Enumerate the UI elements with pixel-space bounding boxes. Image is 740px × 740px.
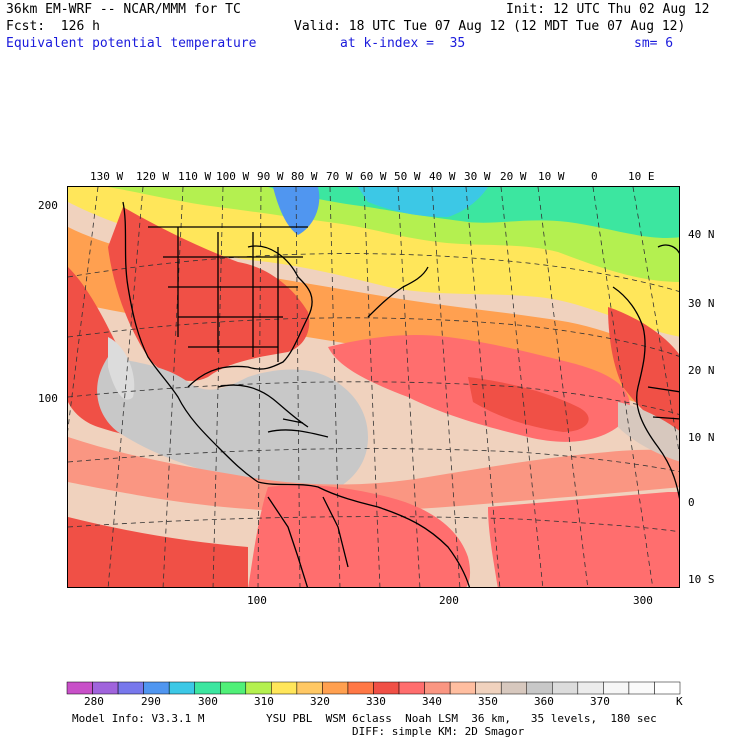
- colorbar: [66, 681, 681, 695]
- grid-x-label: 300: [633, 594, 653, 607]
- colorbar-swatch: [117, 681, 144, 695]
- colorbar-label: 320: [310, 695, 330, 708]
- colorbar-swatch: [577, 681, 604, 695]
- field-south-america: [248, 485, 471, 587]
- colorbar-label: 330: [366, 695, 386, 708]
- colorbar-label: 350: [478, 695, 498, 708]
- lon-label: 70 W: [326, 170, 353, 183]
- grid-y-label: 100: [38, 392, 58, 405]
- grid-x-label: 200: [439, 594, 459, 607]
- graticule: [68, 187, 679, 587]
- level-info: at k-index = 35: [340, 36, 466, 51]
- lon-label: 0: [591, 170, 598, 183]
- field-land-red: [108, 207, 310, 381]
- header-valid-time: Valid: 18 UTC Tue 07 Aug 12 (12 MDT Tue …: [294, 19, 686, 34]
- header-forecast-hour: Fcst: 126 h: [6, 19, 100, 34]
- lon-label: 60 W: [360, 170, 387, 183]
- physics-info: YSU PBL WSM 6class Noah LSM 36 km, 35 le…: [266, 712, 657, 725]
- colorbar-swatch: [322, 681, 349, 695]
- lat-label: 0: [688, 496, 695, 509]
- colorbar-swatch: [424, 681, 451, 695]
- field-mexico-grey: [108, 337, 135, 400]
- field-tropics-grey: [97, 357, 368, 498]
- header-line1-left: 36km EM-WRF -- NCAR/MMM for TC: [6, 2, 241, 17]
- colorbar-label: 310: [254, 695, 274, 708]
- lat-label: 10 S: [688, 573, 715, 586]
- field-south-band: [68, 517, 248, 587]
- field-title: Equivalent potential temperature: [6, 36, 257, 51]
- field-tropical-band: [68, 437, 679, 512]
- header-init-time: Init: 12 UTC Thu 02 Aug 12: [506, 2, 710, 17]
- colorbar-label: 370: [590, 695, 610, 708]
- lat-label: 30 N: [688, 297, 715, 310]
- colorbar-swatch: [296, 681, 323, 695]
- lon-label: 10 E: [628, 170, 655, 183]
- colorbar-swatch: [552, 681, 579, 695]
- colorbar-swatch: [220, 681, 247, 695]
- colorbar-swatch: [373, 681, 400, 695]
- colorbar-swatch: [628, 681, 655, 695]
- lon-label: 80 W: [291, 170, 318, 183]
- lon-label: 40 W: [429, 170, 456, 183]
- lat-label: 10 N: [688, 431, 715, 444]
- lon-label: 120 W: [136, 170, 170, 183]
- lon-label: 10 W: [538, 170, 565, 183]
- theta-e-map: [67, 186, 680, 588]
- colorbar-swatch: [449, 681, 476, 695]
- colorbar-swatch: [603, 681, 630, 695]
- colorbar-label: 340: [422, 695, 442, 708]
- colorbar-swatch: [66, 681, 93, 695]
- map-canvas: [68, 187, 679, 587]
- field-band-blue: [273, 187, 320, 235]
- field-atlantic-deep-red: [468, 377, 589, 432]
- colorbar-swatch: [92, 681, 119, 695]
- diffusion-info: DIFF: simple KM: 2D Smagor: [352, 725, 525, 738]
- lon-label: 110 W: [178, 170, 212, 183]
- colorbar-swatch: [654, 681, 681, 695]
- colorbar-label: 360: [534, 695, 554, 708]
- model-info: Model Info: V3.3.1 M: [72, 712, 205, 725]
- lon-label: 20 W: [500, 170, 527, 183]
- field-coast-red: [68, 267, 178, 439]
- lon-label: 30 W: [464, 170, 491, 183]
- coastlines: [122, 201, 679, 587]
- colorbar-swatch: [194, 681, 221, 695]
- colorbar-swatch: [168, 681, 195, 695]
- colorbar-swatch: [347, 681, 374, 695]
- colorbar-label: 300: [198, 695, 218, 708]
- field-africa-red: [608, 307, 679, 437]
- lon-label: 50 W: [394, 170, 421, 183]
- field-south-atlantic: [488, 492, 679, 587]
- colorbar-swatch: [143, 681, 170, 695]
- colorbar-swatch: [271, 681, 298, 695]
- colorbar-label: 290: [141, 695, 161, 708]
- lon-label: 100 W: [216, 170, 250, 183]
- grid-y-label: 200: [38, 199, 58, 212]
- lat-label: 40 N: [688, 228, 715, 241]
- colorbar-swatch: [475, 681, 502, 695]
- colorbar-swatch: [245, 681, 272, 695]
- field-band-cyan: [358, 187, 488, 217]
- lon-label: 90 W: [257, 170, 284, 183]
- grid-x-label: 100: [247, 594, 267, 607]
- field-africa-grey: [618, 402, 679, 462]
- lon-label: 130 W: [90, 170, 124, 183]
- colorbar-swatch: [398, 681, 425, 695]
- smoothing-info: sm= 6: [634, 36, 674, 51]
- colorbar-swatch: [526, 681, 553, 695]
- colorbar-label: 280: [84, 695, 104, 708]
- colorbar-swatch: [500, 681, 527, 695]
- colorbar-unit: K: [676, 695, 683, 708]
- lat-label: 20 N: [688, 364, 715, 377]
